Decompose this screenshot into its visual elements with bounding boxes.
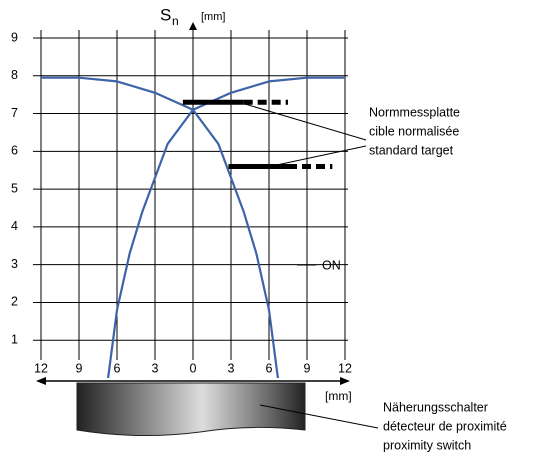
- x-tick-label: 9: [304, 361, 311, 375]
- target-label: standard target: [369, 143, 454, 157]
- x-tick-label: 9: [76, 361, 83, 375]
- leader-line: [259, 404, 379, 429]
- y-tick-label: 2: [11, 295, 18, 309]
- y-tick-label: 7: [11, 106, 18, 120]
- curve: [107, 76, 345, 379]
- axis-arrow: [189, 22, 197, 30]
- sensor-body: [76, 382, 306, 437]
- x-tick-label: 12: [34, 361, 48, 375]
- x-tick-label: 6: [266, 361, 273, 375]
- curve: [41, 76, 279, 379]
- y-tick-label: 4: [11, 219, 18, 233]
- leader-line: [244, 103, 367, 141]
- y-tick-label: 5: [11, 181, 18, 195]
- x-unit: [mm]: [325, 389, 352, 403]
- x-tick-label: 0: [190, 361, 197, 375]
- sensor-label: détecteur de proximité: [383, 419, 507, 433]
- y-tick-label: 1: [11, 333, 18, 347]
- y-label: S: [160, 5, 171, 24]
- y-unit: [mm]: [201, 11, 225, 23]
- y-tick-label: 6: [11, 144, 18, 158]
- y-label-sub: n: [172, 14, 179, 28]
- target-label: Normmessplatte: [369, 105, 460, 119]
- x-tick-label: 6: [114, 361, 121, 375]
- sensor-label: Näherungsschalter: [383, 400, 488, 414]
- target-label: cible normalisée: [369, 124, 459, 138]
- y-tick-label: 3: [11, 257, 18, 271]
- y-tick-label: 8: [11, 68, 18, 82]
- x-tick-label: 3: [152, 361, 159, 375]
- legend-label: ON: [322, 258, 341, 272]
- x-tick-label: 12: [338, 361, 352, 375]
- sensor-label: proximity switch: [383, 438, 471, 452]
- leader-line: [271, 145, 367, 167]
- y-tick-label: 9: [11, 30, 18, 44]
- x-tick-label: 3: [228, 361, 235, 375]
